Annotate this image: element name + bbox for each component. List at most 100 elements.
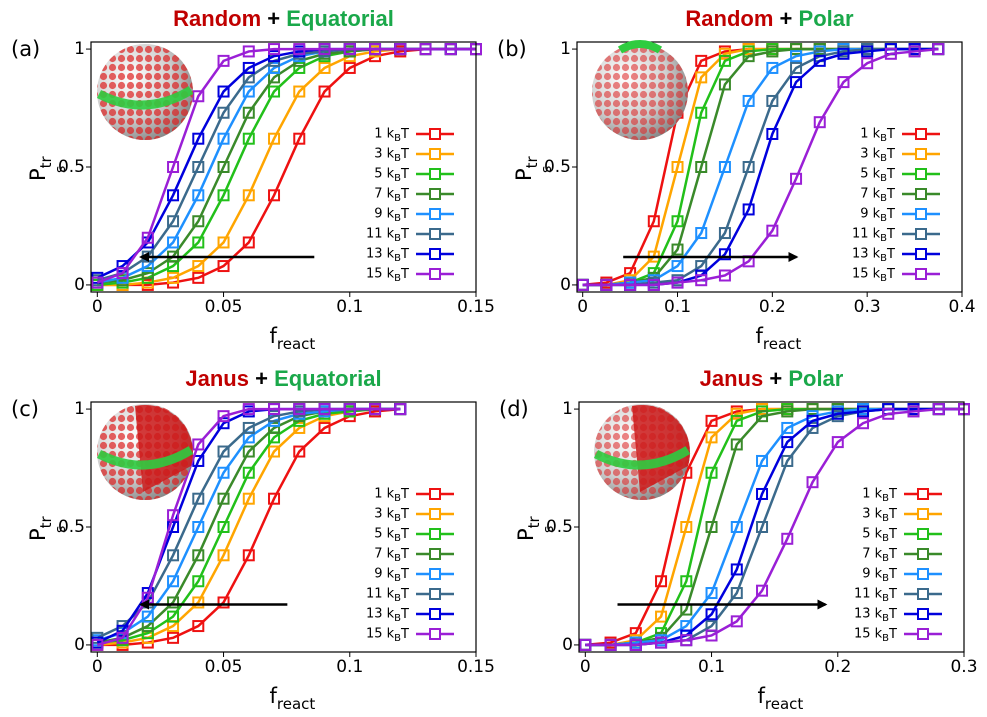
data-point	[671, 161, 684, 173]
data-point	[167, 271, 180, 284]
legend-label: 11 kBT	[852, 227, 895, 245]
legend-sub: B	[880, 173, 887, 184]
data-point	[695, 71, 708, 84]
legend-rest: T	[400, 127, 409, 142]
legend-rest: T	[886, 227, 895, 242]
legend-sub: B	[880, 213, 887, 224]
legend-rest: T	[888, 487, 897, 502]
y-label-sub: tr	[37, 155, 55, 168]
data-point	[695, 106, 708, 119]
data-point	[293, 132, 306, 145]
legend-marker	[429, 528, 441, 540]
panel-title: Janus + Polar	[700, 366, 844, 391]
data-point	[695, 227, 708, 240]
data-point	[671, 215, 684, 228]
data-point	[629, 638, 642, 651]
data-point	[268, 189, 281, 202]
data-point	[167, 549, 180, 562]
legend-label: 1 kBT	[374, 127, 409, 145]
data-point	[268, 445, 281, 458]
data-point	[192, 132, 205, 145]
data-point	[790, 76, 803, 89]
data-point	[167, 575, 180, 588]
legend-label: 13 kBT	[366, 247, 409, 265]
data-point	[217, 54, 230, 67]
legend-sub: B	[394, 273, 401, 284]
data-point	[217, 189, 230, 202]
legend-rest: T	[886, 247, 895, 262]
legend-marker	[429, 588, 441, 600]
legend-rest: T	[400, 527, 409, 542]
data-point	[781, 436, 794, 449]
data-point	[192, 260, 205, 273]
legend-rest: T	[400, 587, 409, 602]
legend-marker	[917, 488, 929, 500]
data-point	[705, 608, 718, 621]
data-point	[192, 90, 205, 103]
legend-label: 7 kBT	[374, 547, 409, 565]
data-point	[730, 563, 743, 576]
legend-rest: T	[400, 147, 409, 162]
legend-label: 15 kBT	[852, 267, 895, 285]
data-point	[655, 610, 668, 623]
panel-title: Random + Equatorial	[173, 6, 394, 31]
data-point	[369, 403, 382, 416]
particle-pattern	[97, 44, 193, 140]
data-point	[907, 405, 920, 418]
y-tick-label: 0	[560, 275, 571, 295]
data-point	[192, 549, 205, 562]
data-point	[242, 549, 255, 562]
legend-rest: T	[888, 527, 897, 542]
legend-label: 3 kBT	[374, 147, 409, 165]
panel-label: (d)	[499, 397, 529, 421]
data-point	[217, 549, 230, 562]
legend-marker	[429, 188, 441, 200]
title-part: Random	[173, 6, 261, 31]
y-tick-label: 0.5	[58, 517, 85, 537]
data-point	[705, 414, 718, 427]
y-label-sup: s	[541, 526, 557, 533]
legend-sub: B	[880, 253, 887, 264]
legend-rest: T	[400, 247, 409, 262]
data-point	[730, 587, 743, 600]
y-axis-label: Ptr	[512, 155, 541, 181]
legend-sub: B	[882, 613, 889, 624]
legend-rest: T	[886, 127, 895, 142]
panel-label: (c)	[11, 397, 39, 421]
data-point	[813, 54, 826, 67]
data-point	[217, 596, 230, 609]
data-point	[167, 631, 180, 644]
data-point	[756, 454, 769, 467]
data-point	[242, 403, 255, 416]
legend-label: 7 kBT	[862, 547, 897, 565]
data-point	[695, 54, 708, 67]
data-point	[293, 421, 306, 434]
panel-title: Janus + Equatorial	[185, 366, 381, 391]
data-point	[268, 132, 281, 145]
legend-rest: T	[400, 187, 409, 202]
data-point	[217, 492, 230, 505]
data-point	[444, 43, 457, 56]
x-axis-label: freact	[270, 324, 316, 353]
legend-marker	[429, 168, 441, 180]
data-point	[318, 421, 331, 434]
legend-rest: T	[888, 567, 897, 582]
legend-marker	[915, 128, 927, 140]
patch-band	[96, 446, 194, 470]
data-point	[884, 47, 897, 60]
data-point	[217, 106, 230, 119]
y-tick-label: 0	[562, 635, 573, 655]
data-point	[167, 236, 180, 249]
legend-rest: T	[400, 567, 409, 582]
legend-label: 9 kBT	[374, 207, 409, 225]
data-point	[242, 492, 255, 505]
legend-rest: T	[400, 487, 409, 502]
x-axis-label: freact	[270, 684, 316, 713]
plot-frame	[576, 41, 963, 293]
data-point	[318, 85, 331, 98]
legend-rest: T	[888, 547, 897, 562]
data-point	[695, 274, 708, 287]
data-point	[600, 278, 613, 291]
data-point	[705, 629, 718, 642]
legend-rest: T	[886, 207, 895, 222]
